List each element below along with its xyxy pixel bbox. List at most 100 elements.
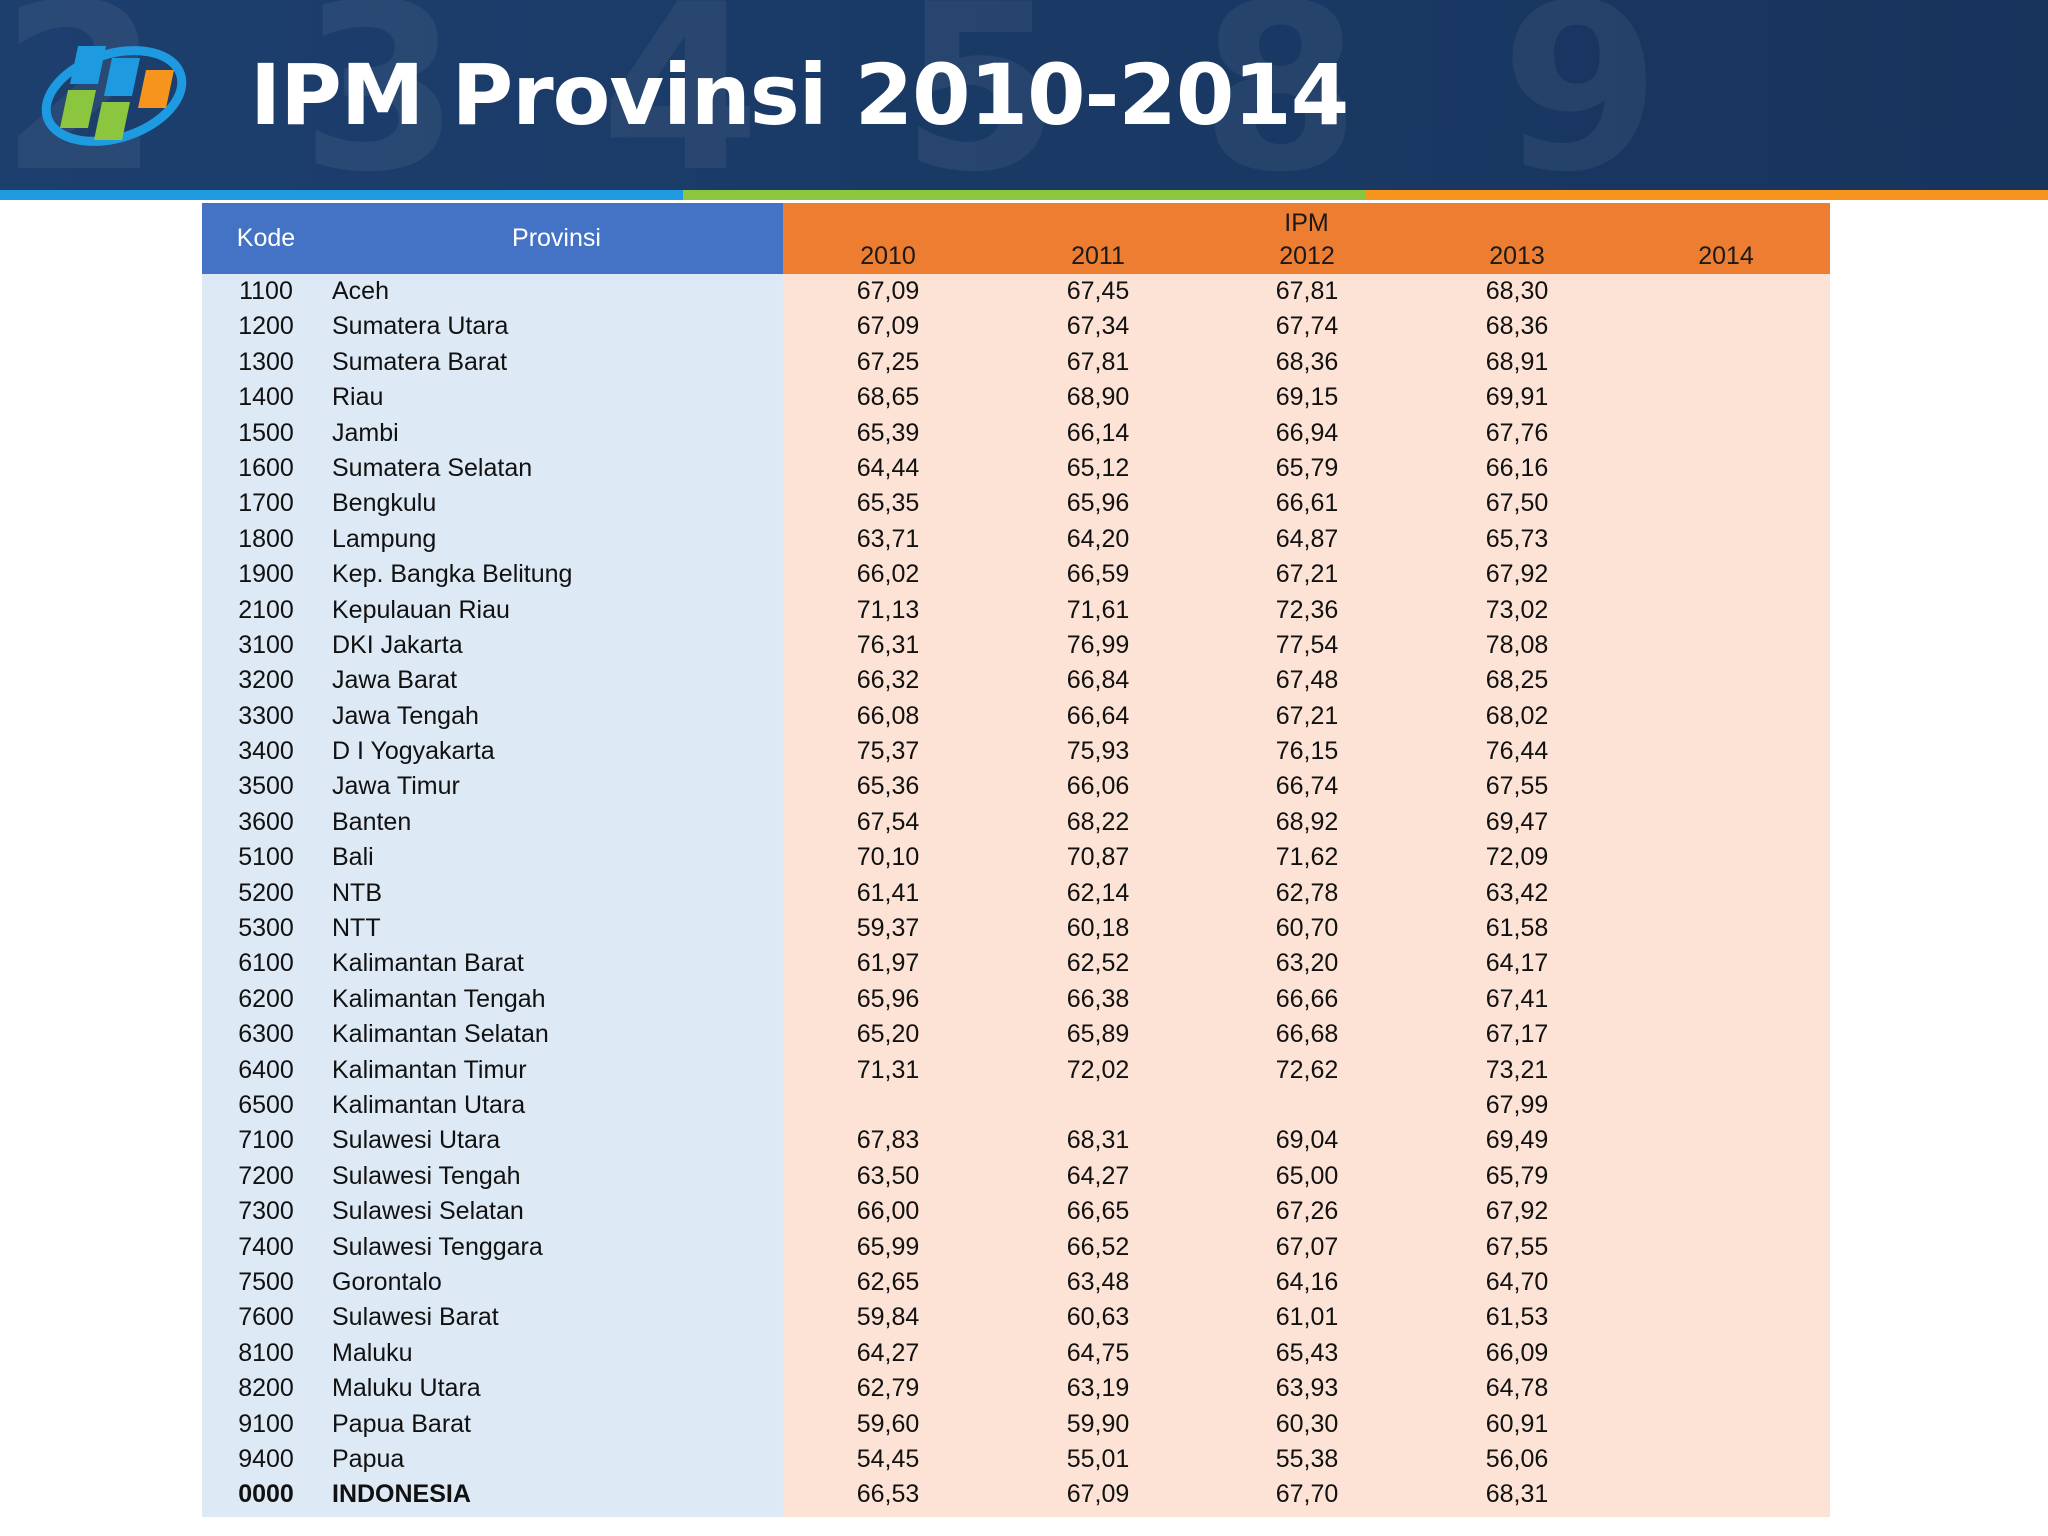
cell-kode: 6500 <box>238 1090 294 1119</box>
cell-provinsi: Papua <box>332 1444 405 1473</box>
cell-ipm-2010: 65,39 <box>856 418 920 447</box>
cell-ipm-2013: 61,53 <box>1485 1303 1549 1332</box>
cell-ipm-2010: 67,25 <box>856 347 920 376</box>
cell-ipm-2010: 71,31 <box>856 1055 920 1084</box>
cell-kode: 1200 <box>238 312 294 341</box>
cell-ipm-2013: 68,02 <box>1485 701 1549 730</box>
cell-ipm-2011: 76,99 <box>1066 630 1130 659</box>
cell-ipm-2010: 66,02 <box>856 560 920 589</box>
table-row: 7600 Sulawesi Barat 59,84 60,63 61,01 61,53 <box>202 1300 1830 1335</box>
cell-ipm-2013: 67,41 <box>1485 984 1549 1013</box>
cell-kode: 9400 <box>238 1444 294 1473</box>
table-row: 6300 Kalimantan Selatan 65,20 65,89 66,68 67,… <box>202 1017 1830 1052</box>
cell-ipm-2012: 68,92 <box>1275 807 1339 836</box>
cell-ipm-2010: 61,41 <box>856 878 920 907</box>
cell-ipm-2010: 63,71 <box>856 524 920 553</box>
cell-kode: 5200 <box>238 878 294 907</box>
cell-kode: 2100 <box>238 595 294 624</box>
table-row: 7400 Sulawesi Tenggara 65,99 66,52 67,07 67,5… <box>202 1230 1830 1265</box>
cell-ipm-2012: 64,16 <box>1275 1267 1339 1296</box>
cell-kode: 3500 <box>238 772 294 801</box>
cell-provinsi: Banten <box>332 807 412 836</box>
cell-ipm-2013: 67,92 <box>1485 1197 1549 1226</box>
cell-ipm-2011: 63,19 <box>1066 1374 1130 1403</box>
cell-ipm-2011: 65,89 <box>1066 1020 1130 1049</box>
table-row: 8200 Maluku Utara 62,79 63,19 63,93 64,78 <box>202 1371 1830 1406</box>
cell-kode: 3300 <box>238 701 294 730</box>
cell-ipm-2010: 62,65 <box>856 1267 920 1296</box>
cell-provinsi: Bengkulu <box>332 489 437 518</box>
table-row: 3600 Banten 67,54 68,22 68,92 69,47 <box>202 805 1830 840</box>
table-row-total: 0000 INDONESIA 66,53 67,09 67,70 68,31 <box>202 1477 1830 1512</box>
cell-ipm-2012: 63,20 <box>1275 949 1339 978</box>
cell-ipm-2013: 68,30 <box>1485 277 1549 305</box>
cell-ipm-2012: 65,79 <box>1275 453 1339 482</box>
cell-ipm-2012: 71,62 <box>1275 843 1339 872</box>
table-row: 1600 Sumatera Selatan 64,44 65,12 65,79 66,16 <box>202 451 1830 486</box>
cell-kode: 1800 <box>238 524 294 553</box>
cell-provinsi: Kalimantan Timur <box>332 1055 527 1084</box>
table-row: 1100 Aceh 67,09 67,45 67,81 68,30 <box>202 274 1830 309</box>
cell-ipm-2010: 66,32 <box>856 666 920 695</box>
cell-ipm-2012: 63,93 <box>1275 1374 1339 1403</box>
table-row: 5300 NTT 59,37 60,18 60,70 61,58 <box>202 911 1830 946</box>
cell-ipm-2012: 61,01 <box>1275 1303 1339 1332</box>
cell-ipm-2010: 66,53 <box>856 1480 920 1509</box>
cell-ipm-2011: 59,90 <box>1066 1409 1130 1438</box>
cell-kode: 5300 <box>238 914 294 943</box>
cell-provinsi: Sulawesi Utara <box>332 1126 501 1155</box>
cell-provinsi: Maluku Utara <box>332 1374 481 1403</box>
cell-kode: 3400 <box>238 737 294 766</box>
cell-ipm-2011: 67,34 <box>1066 312 1130 341</box>
cell-provinsi: INDONESIA <box>332 1480 471 1509</box>
cell-kode: 1600 <box>238 453 294 482</box>
cell-ipm-2010: 65,35 <box>856 489 920 518</box>
cell-provinsi: Sulawesi Selatan <box>332 1197 524 1226</box>
table-right-panel <box>783 203 1830 1517</box>
cell-ipm-2012: 67,26 <box>1275 1197 1339 1226</box>
cell-ipm-2011: 66,64 <box>1066 701 1130 730</box>
page-title: IPM Provinsi 2010-2014 <box>250 46 1349 144</box>
cell-ipm-2012: 66,61 <box>1275 489 1339 518</box>
cell-kode: 6200 <box>238 984 294 1013</box>
header-stripe-orange <box>1366 190 2048 200</box>
column-header-2012: 2012 <box>1279 242 1335 270</box>
cell-ipm-2010: 66,00 <box>856 1197 920 1226</box>
cell-provinsi: Lampung <box>332 524 437 553</box>
cell-ipm-2011: 67,81 <box>1066 347 1130 376</box>
cell-ipm-2010: 59,37 <box>856 914 920 943</box>
cell-ipm-2012: 65,00 <box>1275 1161 1339 1190</box>
cell-provinsi: Aceh <box>332 277 389 305</box>
cell-kode: 6100 <box>238 949 294 978</box>
cell-ipm-2013: 64,70 <box>1485 1267 1549 1296</box>
cell-ipm-2010: 71,13 <box>856 595 920 624</box>
cell-ipm-2012: 69,04 <box>1275 1126 1339 1155</box>
cell-ipm-2013: 69,91 <box>1485 383 1549 412</box>
table-row: 1900 Kep. Bangka Belitung 66,02 66,59 67,21 6… <box>202 557 1830 592</box>
cell-ipm-2013: 64,78 <box>1485 1374 1549 1403</box>
cell-ipm-2011: 72,02 <box>1066 1055 1130 1084</box>
cell-ipm-2010: 63,50 <box>856 1161 920 1190</box>
cell-ipm-2011: 71,61 <box>1066 595 1130 624</box>
cell-ipm-2011: 64,27 <box>1066 1161 1130 1190</box>
cell-provinsi: Bali <box>332 843 374 872</box>
cell-ipm-2010: 65,36 <box>856 772 920 801</box>
column-header-kode: Kode <box>236 224 296 252</box>
cell-ipm-2012: 65,43 <box>1275 1338 1339 1367</box>
cell-kode: 3600 <box>238 807 294 836</box>
cell-ipm-2011: 70,87 <box>1066 843 1130 872</box>
cell-provinsi: Sulawesi Tenggara <box>332 1232 543 1261</box>
cell-ipm-2010: 67,09 <box>856 312 920 341</box>
cell-ipm-2011: 68,90 <box>1066 383 1130 412</box>
cell-provinsi: Kalimantan Barat <box>332 949 524 978</box>
cell-ipm-2013: 67,92 <box>1485 560 1549 589</box>
cell-ipm-2013: 68,91 <box>1485 347 1549 376</box>
cell-ipm-2010: 68,65 <box>856 383 920 412</box>
cell-ipm-2011: 66,59 <box>1066 560 1130 589</box>
cell-ipm-2013: 67,55 <box>1485 1232 1549 1261</box>
table-row: 7300 Sulawesi Selatan 66,00 66,65 67,26 67,92 <box>202 1194 1830 1229</box>
cell-ipm-2010: 66,08 <box>856 701 920 730</box>
cell-ipm-2012: 68,36 <box>1275 347 1339 376</box>
header-stripe-green <box>683 190 1366 200</box>
cell-ipm-2011: 63,48 <box>1066 1267 1130 1296</box>
